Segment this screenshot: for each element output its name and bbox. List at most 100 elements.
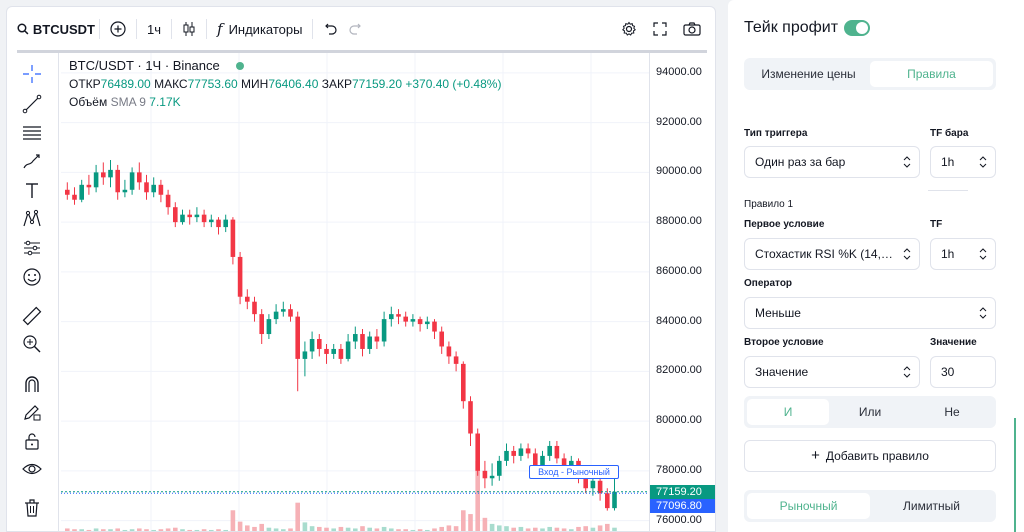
delete-drawings-tool[interactable] — [19, 495, 45, 521]
order-type-limit[interactable]: Лимитный — [903, 499, 960, 513]
candle-body — [561, 458, 567, 466]
forecast-tool[interactable] — [19, 235, 45, 261]
undo-button[interactable] — [317, 15, 343, 43]
magnet-tool[interactable] — [19, 371, 45, 397]
first-condition-select[interactable]: Стохастик RSI %K (14, 14, 3, 3) — [744, 238, 920, 270]
gear-icon — [622, 21, 636, 36]
screenshot-button[interactable] — [677, 15, 707, 43]
value-input[interactable]: 30 — [930, 356, 996, 388]
volume-bar — [597, 525, 603, 531]
operator-select[interactable]: Меньше — [744, 297, 996, 329]
candle-body — [245, 296, 250, 302]
lines-icon — [23, 126, 41, 140]
logic-and[interactable]: И — [747, 399, 829, 425]
candle-body — [165, 194, 171, 208]
candle-body — [209, 219, 214, 223]
order-type-market[interactable]: Рыночный — [747, 493, 870, 519]
candle-body — [612, 491, 617, 509]
lock-tool[interactable] — [19, 428, 45, 454]
volume-bar — [446, 525, 452, 531]
tf-select[interactable]: 1h — [930, 238, 996, 270]
candle-body — [583, 475, 588, 489]
candle-body — [158, 184, 164, 195]
plus-icon: + — [811, 447, 820, 464]
chart-legend: BTC/USDT · 1Ч · Binance ОТКР76489.00 МАК… — [69, 57, 501, 111]
candle-body — [511, 450, 516, 456]
settings-button[interactable] — [615, 15, 643, 43]
candle-body — [223, 219, 228, 228]
candle-body — [403, 316, 408, 322]
entry-order-label[interactable]: Вход - Рыночный — [529, 465, 619, 479]
horizontal-lines-tool[interactable] — [19, 120, 45, 146]
chart-type-button[interactable] — [176, 15, 202, 43]
candle-body — [533, 453, 538, 466]
hide-drawings-tool[interactable] — [19, 456, 45, 482]
price-tick-label: 90000.00 — [656, 165, 702, 178]
volume-bar — [216, 529, 221, 531]
logic-not[interactable]: Не — [944, 405, 960, 419]
volume-bar — [439, 526, 444, 531]
brush-tool[interactable] — [19, 149, 45, 175]
candle-body — [295, 316, 300, 359]
take-profit-panel: Тейк профит Изменение цены Правила Тип т… — [728, 0, 1024, 532]
candle-body — [266, 319, 272, 335]
volume-bar — [605, 523, 610, 531]
candle-body — [216, 219, 221, 228]
text-tool[interactable] — [19, 178, 45, 204]
second-condition-select[interactable]: Значение — [744, 356, 920, 388]
volume-bar — [137, 528, 142, 531]
unlock-icon — [25, 433, 39, 450]
candle-body — [180, 214, 185, 223]
pattern-tool[interactable] — [19, 206, 45, 232]
redo-button[interactable] — [343, 15, 369, 43]
trend-line-icon — [22, 94, 42, 114]
volume-bar — [259, 523, 264, 531]
volume-bar — [331, 528, 336, 531]
last-price-tag: 77159.20 — [650, 484, 715, 499]
volume-bar — [497, 525, 502, 531]
volume-bar — [389, 528, 394, 531]
candle-body — [187, 214, 192, 218]
indicators-label: Индикаторы — [228, 21, 303, 37]
tf-bar-select[interactable]: 1h — [930, 146, 996, 178]
volume-bar — [540, 528, 545, 531]
text-icon — [26, 183, 38, 198]
take-profit-toggle[interactable] — [844, 20, 870, 36]
add-rule-button[interactable]: + Добавить правило — [744, 440, 996, 472]
divider — [928, 190, 968, 191]
candle-body — [425, 321, 430, 325]
price-axis[interactable]: 94000.00 92000.00 90000.00 88000.00 86000.00… — [649, 53, 715, 531]
drawing-toolbar — [7, 53, 59, 531]
zoom-tool[interactable] — [19, 331, 45, 357]
chart-toolbar: BTCUSDT 1ч f Индикаторы — [7, 7, 715, 51]
candle-body — [86, 184, 92, 188]
ruler-tool[interactable] — [19, 303, 45, 329]
candle-body — [65, 189, 70, 195]
emoji-tool[interactable] — [19, 264, 45, 290]
trigger-type-select[interactable]: Один раз за бар — [744, 146, 920, 178]
compare-symbol-button[interactable] — [104, 15, 132, 43]
tab-price-change[interactable]: Изменение цены — [761, 67, 856, 81]
logic-or[interactable]: Или — [858, 405, 882, 419]
indicators-button[interactable]: f Индикаторы — [211, 15, 308, 43]
trend-line-tool[interactable] — [19, 91, 45, 117]
high-value: 77753.60 — [187, 77, 238, 91]
fullscreen-button[interactable] — [647, 15, 673, 43]
legend-title: BTC/USDT · 1Ч · Binance — [69, 58, 220, 73]
interval-button[interactable]: 1ч — [147, 21, 162, 37]
crosshair-tool[interactable] — [19, 61, 45, 87]
volume-bar — [115, 528, 120, 531]
symbol-search-button[interactable]: BTCUSDT — [17, 22, 95, 37]
chart-container[interactable]: BTCUSDT 1ч f Индикаторы — [6, 6, 716, 532]
panel-scrollbar[interactable] — [1014, 418, 1016, 532]
updown-chevron-icon — [979, 307, 987, 319]
price-chart[interactable] — [61, 53, 649, 532]
undo-icon — [325, 23, 338, 35]
volume-bar — [281, 529, 286, 531]
volume-bar — [252, 526, 257, 531]
lock-drawing-tool[interactable] — [19, 399, 45, 425]
candle-body — [569, 460, 574, 466]
tab-rules[interactable]: Правила — [870, 61, 993, 87]
volume-bar — [101, 529, 106, 531]
volume-bar — [288, 528, 293, 531]
